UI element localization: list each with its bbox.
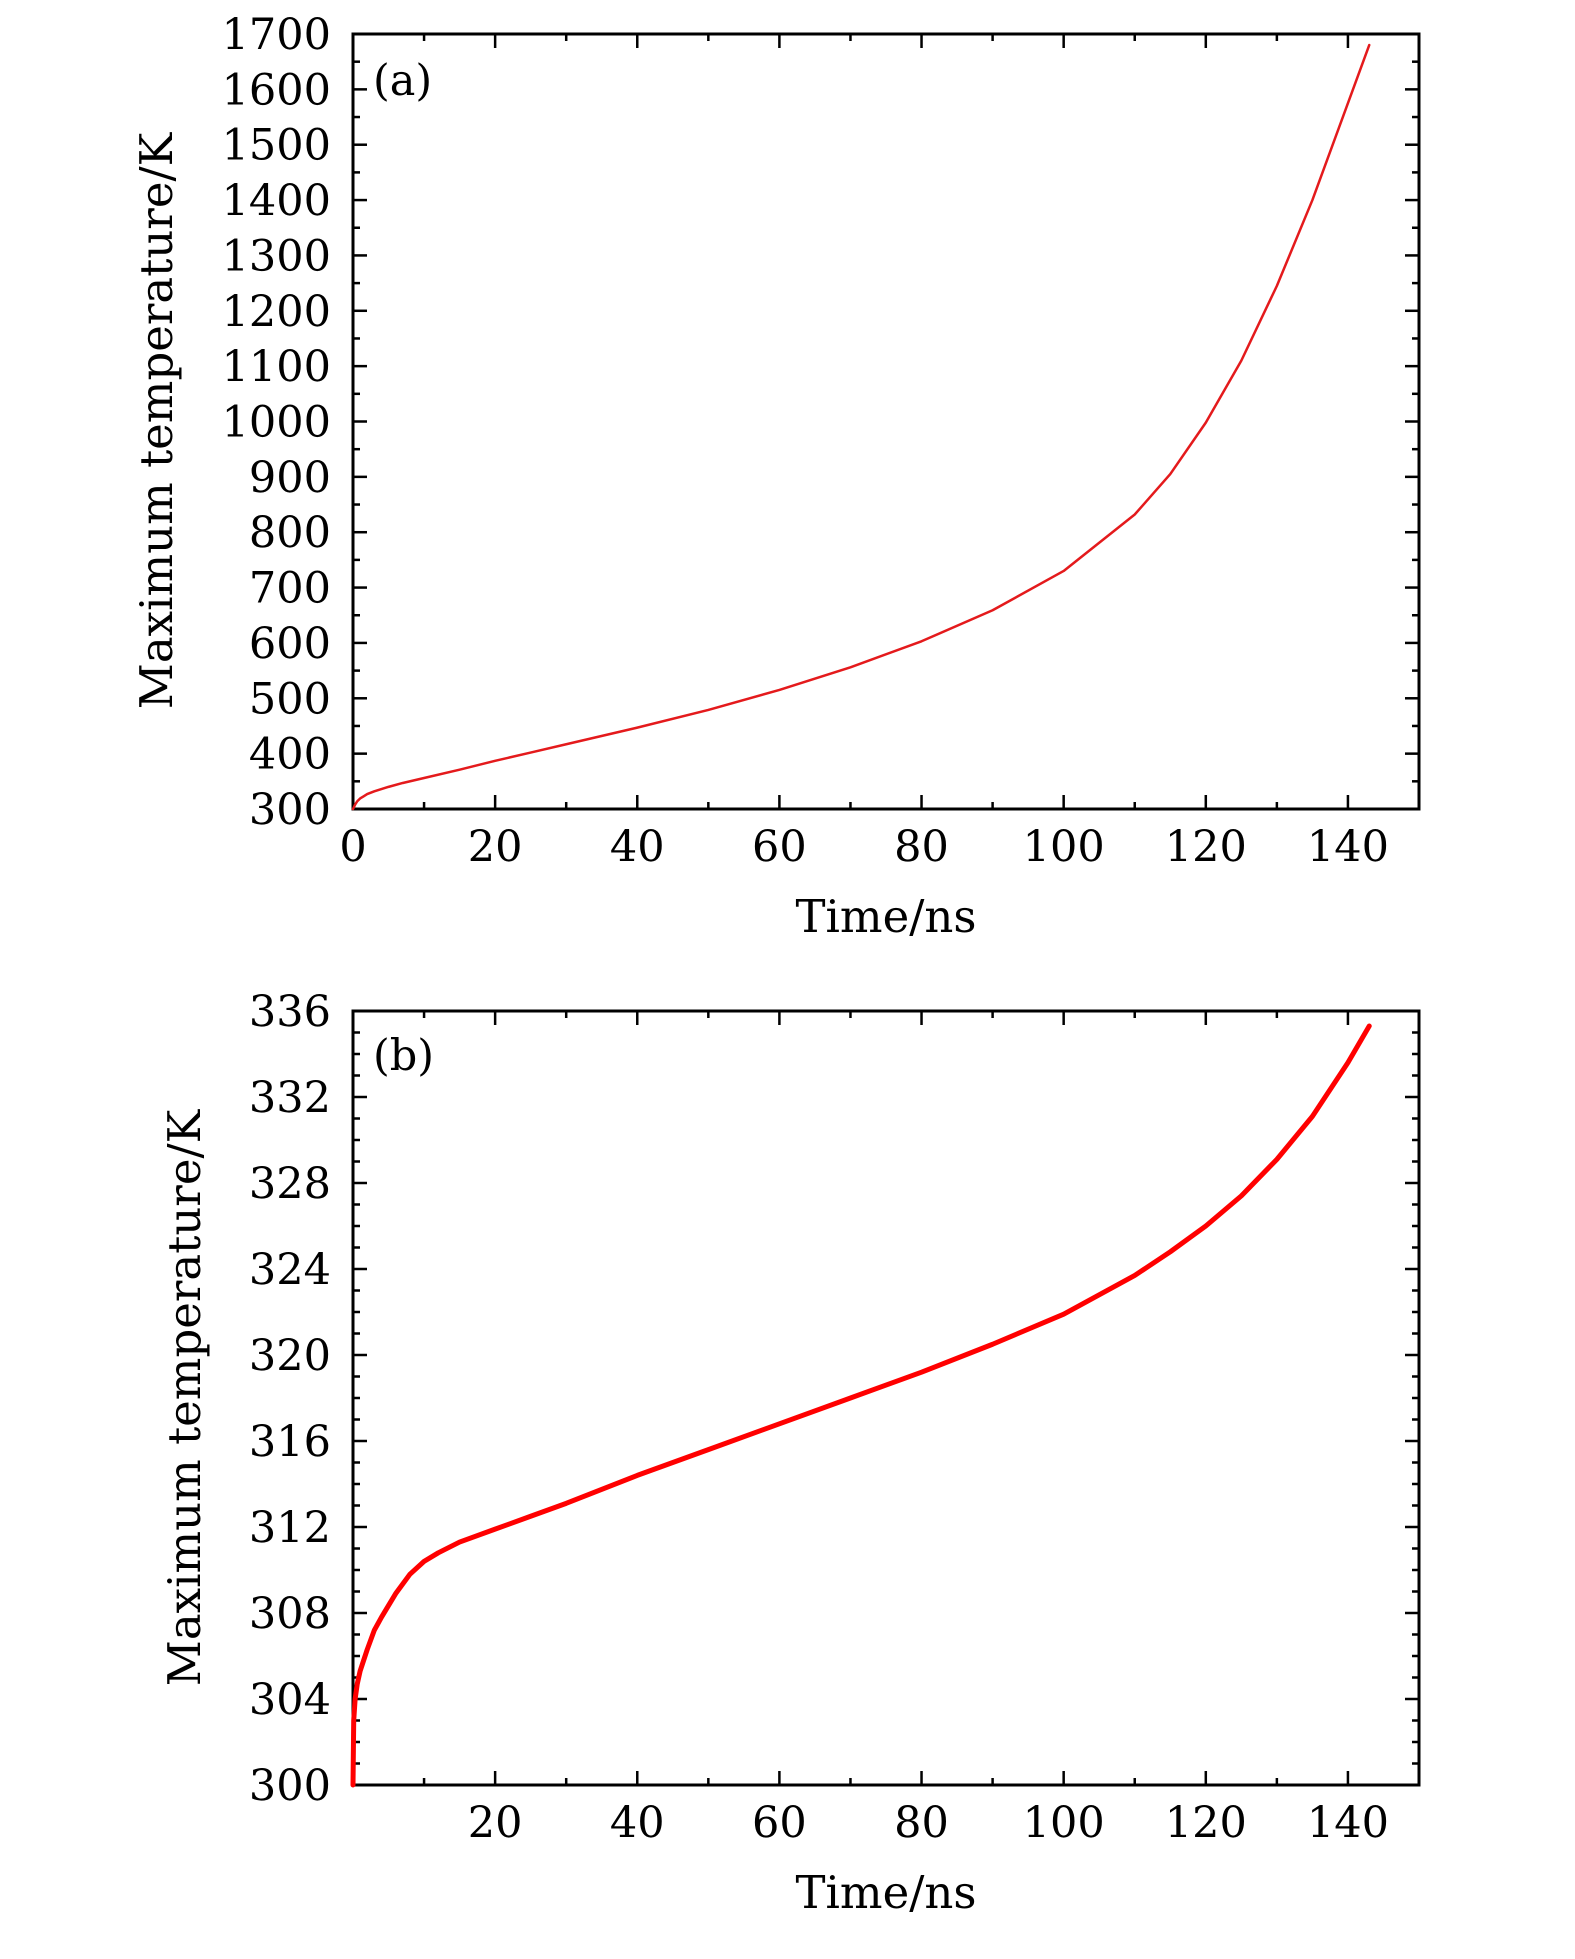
x-tick-label-a: 120 (1165, 822, 1247, 872)
plot-frame-b (351, 1009, 1421, 1787)
y-axis-title-a: Maximum temperature/K (130, 131, 183, 709)
plot-frame-a (351, 32, 1421, 811)
series-line-a (351, 43, 1371, 811)
y-tick-label-a: 1000 (222, 398, 331, 448)
tick-group-a (351, 32, 1421, 811)
y-tick-label-a: 700 (249, 564, 331, 614)
x-tick-label-b: 140 (1307, 1798, 1389, 1848)
x-tick-label-b: 120 (1165, 1798, 1247, 1848)
x-tick-label-b: 20 (468, 1798, 523, 1848)
chart-panel-b: (b) Time/ns Maximum temperature/K 20 40 60… (158, 987, 1421, 1919)
x-tick-label-a: 40 (610, 822, 665, 872)
x-tick-label-b: 60 (752, 1798, 807, 1848)
y-tick-label-a: 1400 (222, 176, 331, 226)
y-tick-label-a: 600 (249, 619, 331, 669)
panel-label-a: (a) (373, 56, 432, 106)
y-tick-label-b: 328 (249, 1159, 331, 1209)
y-tick-label-a: 900 (249, 453, 331, 503)
series-line-b (350, 1023, 1372, 1788)
x-tick-label-b: 40 (610, 1798, 665, 1848)
x-tick-label-a: 80 (894, 822, 949, 872)
y-tick-label-a: 1300 (222, 231, 331, 281)
y-tick-label-b: 316 (249, 1417, 331, 1467)
y-tick-label-b: 320 (249, 1331, 331, 1381)
y-tick-label-a: 300 (249, 785, 331, 835)
y-tick-label-b: 304 (249, 1675, 331, 1725)
y-tick-label-a: 1500 (222, 121, 331, 171)
y-tick-label-a: 400 (249, 730, 331, 780)
y-tick-label-b: 336 (249, 987, 331, 1037)
y-tick-label-b: 324 (249, 1245, 331, 1295)
x-tick-label-a: 100 (1023, 822, 1105, 872)
y-tick-label-a: 800 (249, 508, 331, 558)
tick-label-group-a: 0 20 40 60 80 100 120 1403004005006007008009001… (222, 10, 1389, 872)
y-tick-label-b: 332 (249, 1073, 331, 1123)
y-tick-label-a: 1700 (222, 10, 331, 60)
x-tick-label-b: 100 (1023, 1798, 1105, 1848)
x-axis-title-b: Time/ns (796, 1866, 977, 1919)
x-tick-label-a: 20 (468, 822, 523, 872)
chart-panel-a: (a) Time/ns Maximum temperature/K 0 20 40 6… (130, 10, 1421, 943)
y-tick-label-a: 1200 (222, 287, 331, 337)
x-tick-label-b: 80 (894, 1798, 949, 1848)
panel-label-b: (b) (373, 1031, 434, 1081)
y-tick-label-b: 312 (249, 1503, 331, 1553)
y-tick-label-a: 1100 (222, 342, 331, 392)
x-axis-title-a: Time/ns (796, 890, 977, 943)
y-tick-label-a: 1600 (222, 65, 331, 115)
y-tick-label-b: 308 (249, 1589, 331, 1639)
x-tick-label-a: 140 (1307, 822, 1389, 872)
tick-label-group-b: 20 40 60 80 100 120 140 300 304 308 312 316 320 324 32… (249, 987, 1389, 1848)
tick-group-b (351, 1009, 1421, 1787)
x-tick-label-a: 0 (339, 822, 366, 872)
x-tick-label-a: 60 (752, 822, 807, 872)
y-axis-title-b: Maximum temperature/K (158, 1108, 211, 1686)
y-tick-label-b: 300 (249, 1761, 331, 1811)
y-tick-label-a: 500 (249, 674, 331, 724)
